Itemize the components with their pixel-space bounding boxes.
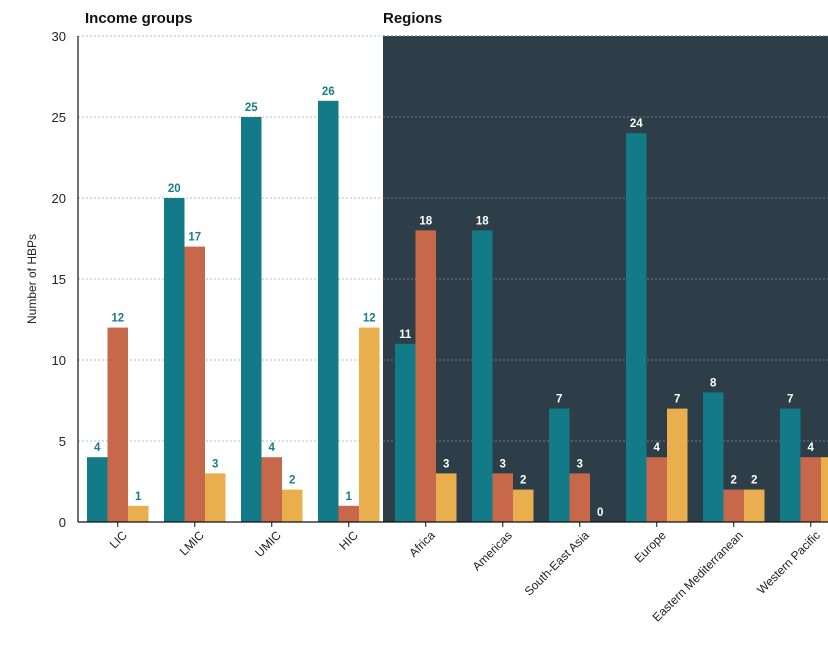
x-axis: LIC LMIC UMIC HIC Africa Americas South-East A… bbox=[78, 521, 828, 624]
bar-hic-s2 bbox=[338, 505, 359, 522]
data-label: 3 bbox=[443, 458, 449, 470]
data-label: 3 bbox=[500, 458, 506, 470]
bar-western-pacific-s3 bbox=[821, 457, 828, 522]
data-label: 3 bbox=[212, 458, 218, 470]
x-tick-label: Americas bbox=[470, 528, 515, 573]
bar-hic-s1 bbox=[318, 100, 339, 523]
bar-eastern-mediterranean-s1 bbox=[703, 392, 724, 522]
x-tick-label: UMIC bbox=[252, 528, 284, 560]
bar-umic-s3 bbox=[282, 489, 303, 522]
y-axis-label: Number of HBPs bbox=[25, 234, 39, 324]
x-tick-label: Western Pacific bbox=[754, 528, 823, 597]
y-tick-label: 0 bbox=[59, 515, 66, 530]
data-label: 4 bbox=[808, 442, 815, 454]
bar-western-pacific-s1 bbox=[780, 408, 801, 522]
y-axis: 0 5 10 15 20 25 30 bbox=[52, 29, 79, 530]
x-tick-label: South-East Asia bbox=[522, 528, 593, 599]
bar-americas-s3 bbox=[513, 489, 534, 522]
y-tick-label: 10 bbox=[52, 353, 66, 368]
data-label: 17 bbox=[188, 232, 201, 244]
data-label: 12 bbox=[363, 313, 376, 325]
bar-western-pacific-s2 bbox=[800, 457, 821, 522]
bar-south-east-asia-s1 bbox=[549, 408, 570, 522]
data-label: 7 bbox=[787, 394, 793, 406]
bar-lmic-s3 bbox=[205, 473, 226, 522]
bars bbox=[87, 100, 828, 523]
data-label: 7 bbox=[674, 394, 680, 406]
bar-lic-s3 bbox=[128, 505, 149, 522]
data-label: 8 bbox=[710, 377, 717, 389]
bar-africa-s2 bbox=[415, 230, 436, 522]
data-label: 2 bbox=[520, 475, 526, 487]
bar-umic-s1 bbox=[241, 117, 262, 522]
data-label: 24 bbox=[630, 118, 643, 130]
data-label: 3 bbox=[577, 458, 583, 470]
bar-lic-s2 bbox=[107, 327, 128, 522]
data-label: 11 bbox=[399, 329, 412, 341]
data-label: 1 bbox=[346, 491, 353, 503]
data-label: 26 bbox=[322, 86, 335, 98]
bar-europe-s2 bbox=[646, 457, 667, 522]
bar-lmic-s2 bbox=[184, 246, 205, 522]
y-tick-label: 15 bbox=[52, 272, 66, 287]
y-tick-label: 25 bbox=[52, 110, 66, 125]
y-tick-label: 30 bbox=[52, 29, 66, 44]
x-tick-label: LMIC bbox=[177, 528, 207, 558]
y-tick-label: 20 bbox=[52, 191, 66, 206]
data-label: 2 bbox=[751, 475, 757, 487]
bar-eastern-mediterranean-s3 bbox=[744, 489, 765, 522]
data-label: 18 bbox=[476, 215, 489, 227]
bar-lic-s1 bbox=[87, 457, 108, 522]
data-label: 4 bbox=[654, 442, 661, 454]
bar-south-east-asia-s2 bbox=[569, 473, 590, 522]
bar-europe-s1 bbox=[626, 133, 647, 522]
bar-africa-s1 bbox=[395, 343, 416, 522]
bar-umic-s2 bbox=[261, 457, 282, 522]
data-label: 7 bbox=[556, 394, 562, 406]
data-labels: 4121201732542261121118318327302447822744 bbox=[94, 86, 815, 519]
section-title-regions: Regions bbox=[383, 10, 442, 27]
data-label: 2 bbox=[289, 475, 295, 487]
x-tick-label: HIC bbox=[336, 528, 361, 553]
data-label: 4 bbox=[269, 442, 276, 454]
data-label: 2 bbox=[731, 475, 737, 487]
x-tick-label: Europe bbox=[632, 528, 669, 565]
data-label: 4 bbox=[94, 442, 101, 454]
bar-americas-s2 bbox=[492, 473, 513, 522]
bar-africa-s3 bbox=[436, 473, 457, 522]
bar-hic-s3 bbox=[359, 327, 380, 522]
section-title-income-groups: Income groups bbox=[85, 10, 193, 27]
data-label: 25 bbox=[245, 102, 258, 114]
bar-americas-s1 bbox=[472, 230, 493, 522]
x-tick-label: Africa bbox=[406, 528, 438, 560]
data-label: 18 bbox=[419, 215, 432, 227]
regions-panel-background bbox=[383, 36, 828, 522]
data-label: 1 bbox=[135, 491, 142, 503]
bar-lmic-s1 bbox=[164, 198, 185, 522]
gridlines bbox=[78, 35, 828, 442]
y-tick-label: 5 bbox=[59, 434, 66, 449]
bar-eastern-mediterranean-s2 bbox=[723, 489, 744, 522]
data-label: 0 bbox=[597, 507, 603, 519]
bar-europe-s3 bbox=[667, 408, 688, 522]
data-label: 20 bbox=[168, 183, 181, 195]
x-tick-label: LIC bbox=[107, 528, 130, 551]
data-label: 12 bbox=[111, 313, 124, 325]
